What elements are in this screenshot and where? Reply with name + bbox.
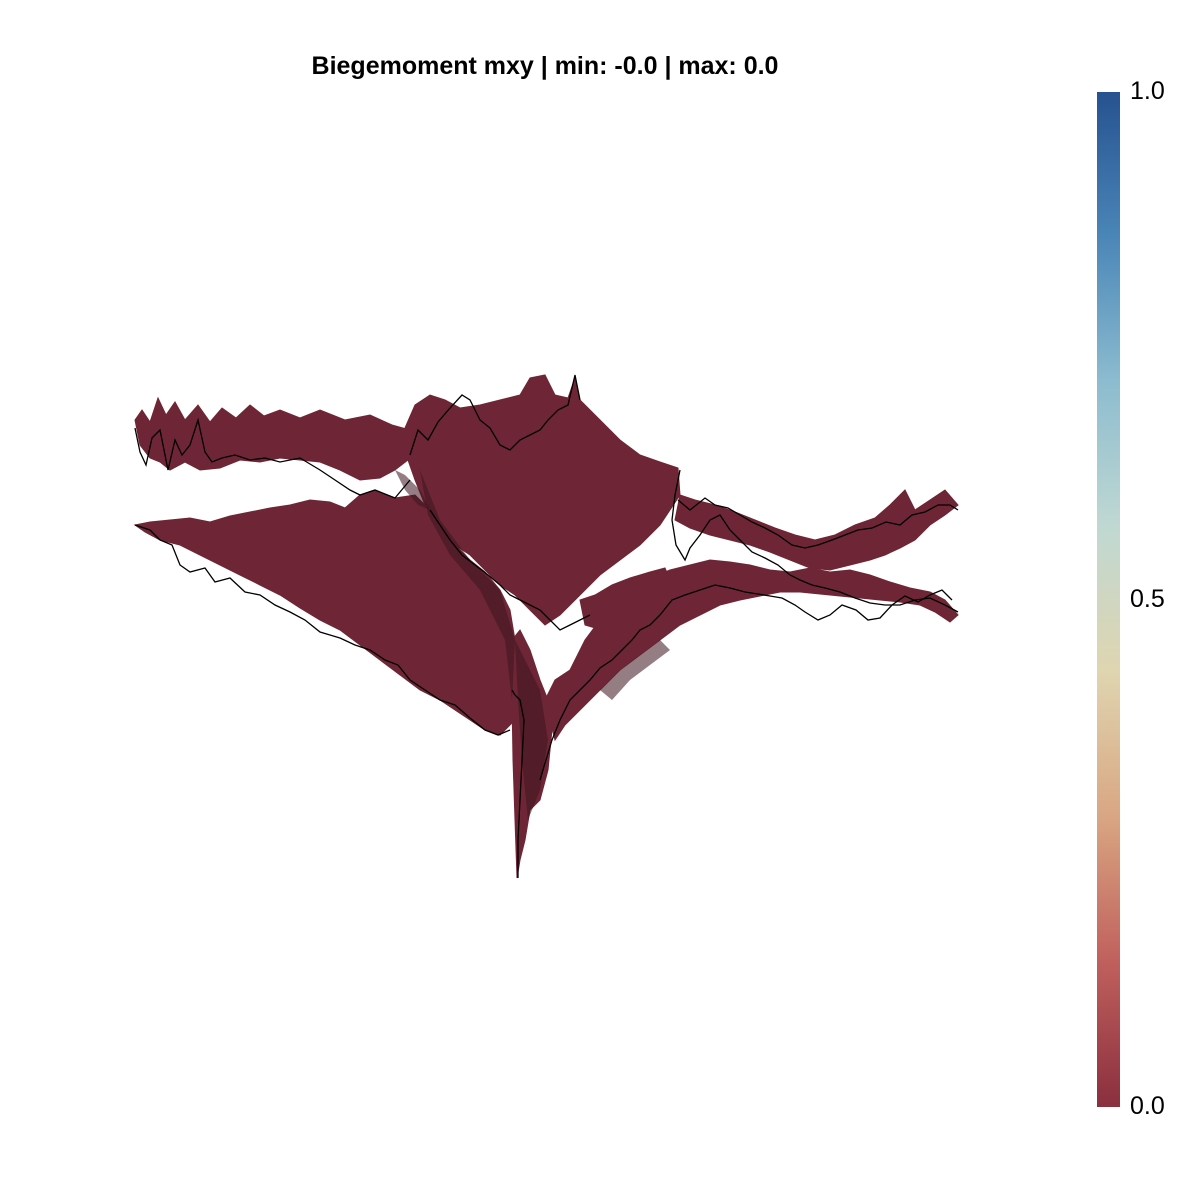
surface-shading — [395, 470, 670, 820]
colorbar — [1097, 92, 1120, 1107]
colorbar-tick-label: 1.0 — [1130, 77, 1165, 105]
surface-edge-lines — [134, 374, 959, 878]
colorbar-tick-label: 0.5 — [1130, 584, 1165, 613]
edge-line-right-lower — [539, 584, 953, 781]
chart-title: Biegemoment mxy | min: -0.0 | max: 0.0 — [311, 52, 779, 80]
surface-shadow-3 — [395, 470, 430, 510]
edge-line-center-inner — [429, 509, 591, 631]
surface-shadow-1 — [515, 640, 548, 820]
edge-line-front-left — [134, 524, 511, 736]
colorbar-gradient — [1097, 92, 1120, 1107]
surface-patch-front-right — [544, 559, 959, 742]
edge-line-spike — [511, 689, 525, 878]
surface-mesh — [133, 374, 959, 879]
edge-line-top-center — [409, 374, 581, 456]
surface-patch-inner — [579, 567, 671, 629]
edge-line-back-right — [677, 497, 959, 549]
surface-shadow-2 — [600, 640, 670, 700]
edge-line-center-right — [671, 469, 959, 613]
colorbar-tick-label: 0.0 — [1130, 1092, 1165, 1120]
surface-shadow-0 — [420, 470, 515, 700]
surface-patch-back-right — [674, 489, 959, 571]
edge-line-back-left — [134, 417, 411, 499]
surface-patch-back-left — [134, 396, 411, 481]
